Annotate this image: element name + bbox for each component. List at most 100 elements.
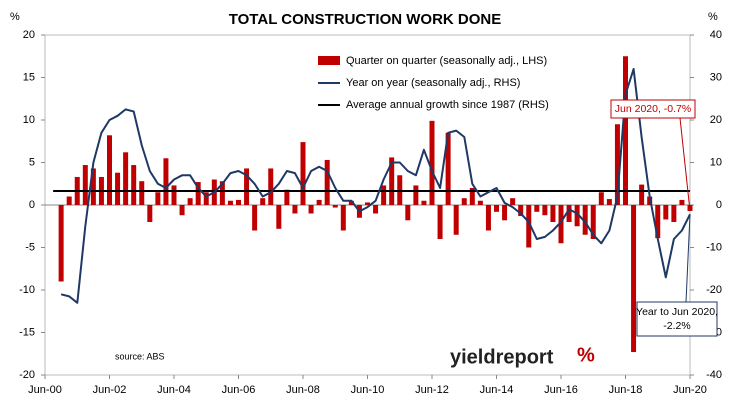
legend-label: Average annual growth since 1987 (RHS) [346, 99, 549, 111]
bar [82, 165, 88, 205]
bar [663, 205, 669, 220]
bar [671, 205, 677, 222]
bar [260, 198, 266, 205]
annotation-leader [679, 117, 691, 212]
bar [590, 205, 596, 239]
bar [308, 205, 314, 214]
bar [453, 205, 459, 235]
bar [316, 199, 322, 205]
bar [566, 205, 572, 222]
bar [623, 56, 628, 205]
bar [252, 205, 258, 231]
y-tick-label: 20 [23, 29, 35, 41]
bar [502, 205, 508, 221]
y2-tick-label: 10 [710, 156, 722, 168]
chart-title: TOTAL CONSTRUCTION WORK DONE [229, 11, 502, 28]
bar [292, 205, 298, 214]
bar [639, 184, 645, 205]
annotation-box [636, 301, 718, 337]
x-tick-label: Jun-16 [544, 384, 578, 396]
legend-label: Year on year (seasonally adj., RHS) [346, 77, 520, 89]
y-tick-label: 15 [23, 71, 35, 83]
bar [147, 205, 153, 222]
bar [494, 205, 499, 212]
bar [58, 205, 64, 282]
bar [300, 142, 306, 205]
bar [429, 120, 435, 205]
annotation: -2.2% [663, 320, 690, 332]
bar [534, 205, 540, 212]
y2-tick-label: -40 [706, 369, 722, 381]
bar [107, 135, 112, 205]
bar [227, 200, 233, 205]
y2-tick-label: -20 [706, 284, 722, 296]
logo: yieldreport [450, 346, 554, 368]
y-tick-label: 5 [29, 156, 35, 168]
bar [171, 185, 177, 205]
annotation: Jun 2020, -0.7% [615, 103, 691, 115]
bar [421, 200, 427, 205]
x-tick-label: Jun-06 [222, 384, 256, 396]
bar [477, 200, 483, 205]
bar [203, 192, 209, 205]
bar [66, 196, 72, 205]
y-tick-label: -20 [19, 369, 35, 381]
annotation: Year to Jun 2020, [636, 306, 718, 318]
source: source: ABS [115, 351, 165, 361]
bar [542, 205, 548, 216]
bar [268, 168, 274, 205]
y2-tick-label: 40 [710, 29, 722, 41]
bar [461, 198, 467, 205]
bar [373, 205, 379, 214]
bar [332, 205, 338, 208]
bar [131, 165, 137, 205]
bar [155, 192, 161, 205]
bar [655, 205, 661, 239]
x-tick-label: Jun-10 [351, 384, 385, 396]
bar [276, 205, 282, 229]
y-tick-label: 10 [23, 114, 35, 126]
bar [679, 199, 685, 205]
y-tick-label: -10 [19, 284, 35, 296]
bar [284, 189, 290, 205]
bar [437, 205, 443, 239]
x-tick-label: Jun-20 [673, 384, 707, 396]
line [60, 68, 691, 304]
y2-tick-label: 20 [710, 114, 722, 126]
legend-label: Quarter on quarter (seasonally adj., LHS… [346, 55, 547, 67]
x-tick-label: Jun-08 [286, 384, 320, 396]
bar [139, 181, 145, 205]
bar [631, 205, 637, 353]
bar [558, 205, 564, 244]
bar [163, 158, 169, 205]
x-tick-label: Jun-18 [609, 384, 643, 396]
bar [405, 205, 411, 221]
bar [195, 182, 201, 205]
y-tick-label: -5 [25, 241, 35, 253]
bar [526, 205, 532, 248]
bar [606, 199, 612, 205]
bar [518, 205, 524, 217]
annotation-leader [685, 214, 691, 303]
bar [469, 188, 475, 205]
bar [413, 185, 419, 205]
bar [244, 168, 250, 205]
legend-swatch [318, 56, 340, 65]
bar [550, 205, 556, 222]
y-tick-label: -15 [19, 326, 35, 338]
bar [614, 124, 620, 205]
x-tick-label: Jun-04 [157, 384, 191, 396]
y2-unit: % [708, 11, 718, 23]
y-tick-label: 0 [29, 199, 35, 211]
bar [340, 205, 346, 231]
x-tick-label: Jun-14 [480, 384, 514, 396]
y-unit: % [10, 11, 20, 23]
x-tick-label: Jun-00 [28, 384, 62, 396]
x-tick-label: Jun-02 [93, 384, 127, 396]
annotation-box [610, 99, 696, 119]
y2-tick-label: -10 [706, 241, 722, 253]
bar [324, 159, 330, 205]
bar [598, 192, 604, 205]
bar [90, 168, 96, 205]
bar [365, 202, 370, 205]
